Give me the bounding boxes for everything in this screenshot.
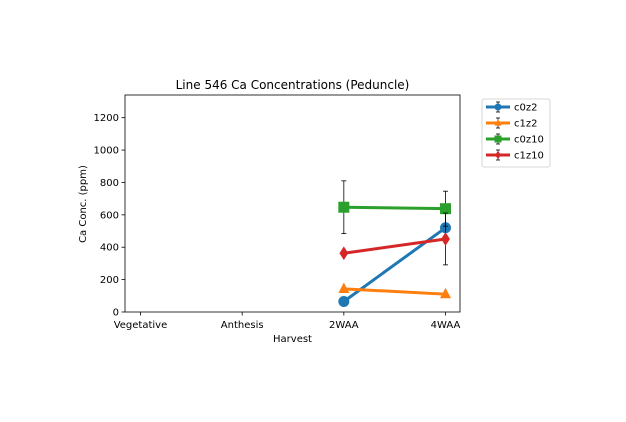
y-tick-label: 200: [100, 275, 119, 286]
legend-label: c1z2: [514, 119, 537, 130]
legend: c0z2 c1z2 c0z10 c1z10: [481, 98, 551, 168]
data-point-c1z10: [339, 246, 349, 261]
legend-label: c0z10: [514, 135, 544, 146]
legend-entry: c0z10: [486, 133, 544, 146]
series-line-c1z2: [343, 287, 446, 296]
legend-marker-c0z10: [494, 135, 502, 143]
x-axis-label: Harvest: [273, 334, 312, 345]
y-tick-label: 800: [100, 178, 119, 189]
legend-entry: c0z2: [486, 101, 537, 114]
legend-marker-c1z2: [494, 118, 502, 126]
y-tick-label: 1200: [94, 113, 119, 124]
y-tick-label: 600: [100, 210, 119, 221]
x-tick-label: Anthesis: [221, 320, 264, 331]
legend-marker-c1z10: [495, 150, 501, 160]
y-tick-label: 0: [113, 308, 119, 319]
series-line-c0z10: [343, 205, 446, 211]
x-tick-label: 2WAA: [329, 320, 359, 331]
y-tick-label: 400: [100, 243, 119, 254]
y-tick-label: 1000: [94, 146, 119, 157]
x-tick-label: Vegetative: [114, 320, 168, 331]
axes-frame: [124, 94, 461, 313]
data-point-c1z10: [441, 232, 450, 246]
data-point-c0z10: [338, 201, 350, 213]
data-point-c0z10: [440, 203, 451, 215]
series-line-c1z10: [343, 237, 446, 255]
chart-title: Line 546 Ca Concentrations (Peduncle): [176, 78, 410, 92]
y-axis-label: Ca Conc. (ppm): [78, 165, 89, 243]
data-point-c1z2: [338, 282, 350, 293]
data-point-c0z2: [338, 295, 350, 307]
data-point-c1z2: [440, 287, 451, 299]
legend-marker-c0z2: [494, 103, 502, 111]
legend-entry: c1z2: [486, 117, 537, 130]
legend-label: c1z10: [514, 151, 544, 162]
legend-label: c0z2: [514, 103, 537, 114]
legend-entry: c1z10: [486, 149, 544, 162]
x-tick-label: 4WAA: [431, 320, 461, 331]
plot-area: 0 200 400 600 800 1000 1200 Vegetative Anthesis 2…: [94, 94, 461, 331]
